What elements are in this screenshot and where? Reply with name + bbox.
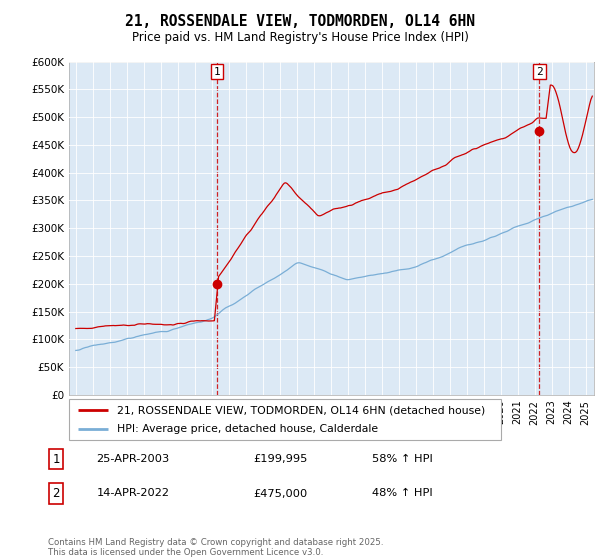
Text: 1: 1 xyxy=(214,67,220,77)
Text: 58% ↑ HPI: 58% ↑ HPI xyxy=(372,454,433,464)
Text: Contains HM Land Registry data © Crown copyright and database right 2025.
This d: Contains HM Land Registry data © Crown c… xyxy=(48,538,383,557)
Text: 25-APR-2003: 25-APR-2003 xyxy=(97,454,170,464)
Text: 21, ROSSENDALE VIEW, TODMORDEN, OL14 6HN: 21, ROSSENDALE VIEW, TODMORDEN, OL14 6HN xyxy=(125,14,475,29)
Text: 21, ROSSENDALE VIEW, TODMORDEN, OL14 6HN (detached house): 21, ROSSENDALE VIEW, TODMORDEN, OL14 6HN… xyxy=(116,405,485,415)
Text: Price paid vs. HM Land Registry's House Price Index (HPI): Price paid vs. HM Land Registry's House … xyxy=(131,31,469,44)
Text: 14-APR-2022: 14-APR-2022 xyxy=(97,488,170,498)
Text: £199,995: £199,995 xyxy=(253,454,308,464)
Text: 2: 2 xyxy=(52,487,60,500)
Text: 48% ↑ HPI: 48% ↑ HPI xyxy=(372,488,433,498)
Text: 2: 2 xyxy=(536,67,543,77)
Text: 1: 1 xyxy=(52,453,60,466)
Text: £475,000: £475,000 xyxy=(253,488,307,498)
Text: HPI: Average price, detached house, Calderdale: HPI: Average price, detached house, Cald… xyxy=(116,424,377,433)
